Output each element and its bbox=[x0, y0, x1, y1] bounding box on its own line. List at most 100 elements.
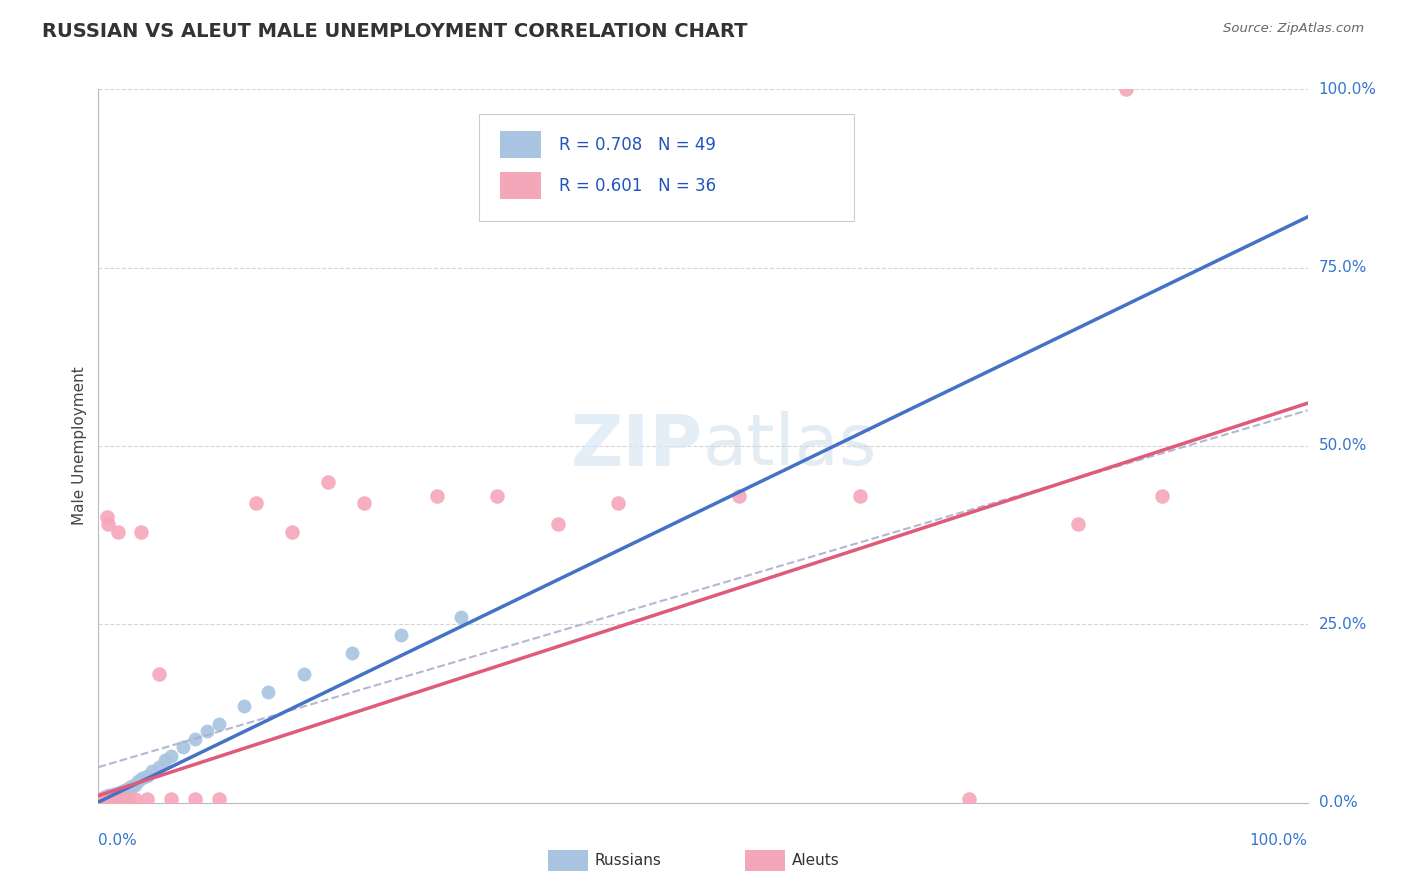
Text: R = 0.601   N = 36: R = 0.601 N = 36 bbox=[560, 177, 716, 194]
Point bbox=[93, 792, 115, 806]
Text: 75.0%: 75.0% bbox=[1319, 260, 1367, 275]
Point bbox=[118, 780, 141, 794]
Point bbox=[114, 783, 136, 797]
Point bbox=[91, 792, 114, 806]
Point bbox=[353, 496, 375, 510]
Y-axis label: Male Unemployment: Male Unemployment bbox=[72, 367, 87, 525]
Text: Russians: Russians bbox=[595, 854, 662, 868]
Point bbox=[160, 749, 183, 764]
Point bbox=[93, 790, 115, 805]
Point bbox=[117, 781, 139, 796]
Text: R = 0.708   N = 49: R = 0.708 N = 49 bbox=[560, 136, 716, 153]
Point bbox=[98, 790, 121, 805]
Point bbox=[101, 792, 124, 806]
Point bbox=[281, 524, 304, 539]
FancyBboxPatch shape bbox=[479, 114, 855, 221]
Point bbox=[94, 792, 117, 806]
Point bbox=[100, 789, 122, 803]
Point bbox=[256, 685, 278, 699]
Point bbox=[91, 792, 114, 806]
Point bbox=[153, 753, 176, 767]
Point bbox=[450, 610, 472, 624]
Point bbox=[160, 792, 183, 806]
Point bbox=[426, 489, 449, 503]
Point bbox=[547, 517, 569, 532]
Point bbox=[105, 787, 128, 801]
Point bbox=[111, 792, 134, 806]
Text: Source: ZipAtlas.com: Source: ZipAtlas.com bbox=[1223, 22, 1364, 36]
Point bbox=[121, 780, 143, 794]
Point bbox=[148, 760, 170, 774]
Point bbox=[108, 792, 131, 806]
Text: 25.0%: 25.0% bbox=[1319, 617, 1367, 632]
Point bbox=[96, 510, 118, 524]
Point bbox=[127, 774, 149, 789]
Text: Aleuts: Aleuts bbox=[792, 854, 839, 868]
Point bbox=[957, 792, 980, 806]
Point bbox=[111, 783, 134, 797]
Point bbox=[104, 792, 127, 806]
Point bbox=[184, 792, 207, 806]
Point bbox=[108, 786, 131, 800]
Text: ZIP: ZIP bbox=[571, 411, 703, 481]
Point bbox=[607, 496, 630, 510]
Point bbox=[208, 792, 231, 806]
Point bbox=[135, 792, 157, 806]
Point bbox=[118, 792, 141, 806]
Point bbox=[104, 787, 127, 801]
Point bbox=[316, 475, 339, 489]
Point bbox=[728, 489, 751, 503]
Point bbox=[98, 792, 121, 806]
Point bbox=[389, 628, 412, 642]
Point bbox=[124, 792, 146, 806]
Point bbox=[97, 790, 120, 805]
Point bbox=[342, 646, 364, 660]
Point bbox=[129, 524, 152, 539]
FancyBboxPatch shape bbox=[501, 131, 541, 159]
Point bbox=[124, 778, 146, 792]
Point bbox=[184, 731, 207, 746]
Point bbox=[172, 740, 194, 755]
Point bbox=[849, 489, 872, 503]
Point bbox=[141, 764, 163, 778]
Point bbox=[232, 699, 254, 714]
Point bbox=[1152, 489, 1174, 503]
Point bbox=[97, 517, 120, 532]
Point bbox=[292, 667, 315, 681]
Point bbox=[96, 789, 118, 803]
Text: 100.0%: 100.0% bbox=[1250, 833, 1308, 848]
Point bbox=[97, 789, 120, 803]
Text: 0.0%: 0.0% bbox=[1319, 796, 1357, 810]
Point bbox=[90, 792, 112, 806]
Point bbox=[135, 769, 157, 783]
Point bbox=[91, 792, 114, 806]
Text: 100.0%: 100.0% bbox=[1319, 82, 1376, 96]
Point bbox=[98, 788, 121, 802]
Point bbox=[94, 791, 117, 805]
Point bbox=[90, 792, 112, 806]
Point bbox=[89, 794, 111, 808]
Point bbox=[96, 790, 118, 805]
Point bbox=[107, 524, 129, 539]
Point bbox=[103, 787, 125, 801]
Point bbox=[100, 789, 122, 803]
Text: 0.0%: 0.0% bbox=[98, 833, 138, 848]
Point bbox=[91, 793, 114, 807]
Point bbox=[91, 791, 114, 805]
Point bbox=[108, 785, 131, 799]
Point bbox=[245, 496, 267, 510]
Text: atlas: atlas bbox=[703, 411, 877, 481]
Point bbox=[1067, 517, 1090, 532]
Point bbox=[94, 789, 117, 804]
Point bbox=[101, 788, 124, 802]
FancyBboxPatch shape bbox=[501, 172, 541, 199]
Point bbox=[93, 792, 115, 806]
Text: RUSSIAN VS ALEUT MALE UNEMPLOYMENT CORRELATION CHART: RUSSIAN VS ALEUT MALE UNEMPLOYMENT CORRE… bbox=[42, 22, 748, 41]
Point bbox=[90, 794, 112, 808]
Point bbox=[486, 489, 509, 503]
Point bbox=[1115, 82, 1137, 96]
Text: 50.0%: 50.0% bbox=[1319, 439, 1367, 453]
Point bbox=[195, 724, 218, 739]
Point bbox=[208, 717, 231, 731]
Point bbox=[91, 790, 114, 805]
